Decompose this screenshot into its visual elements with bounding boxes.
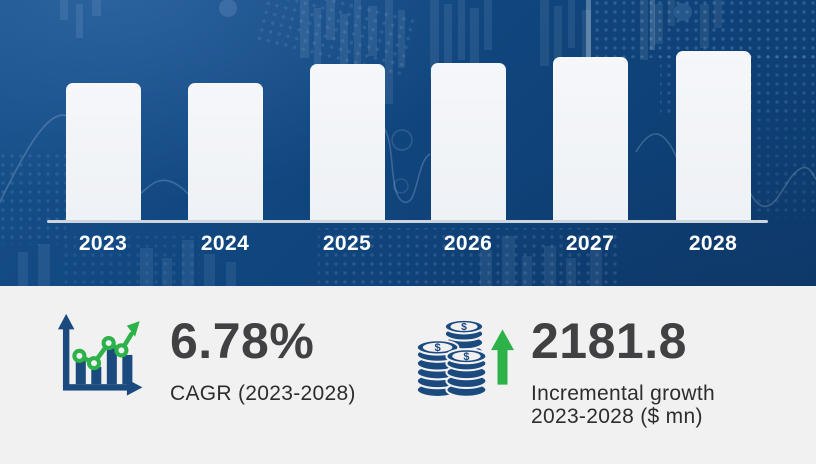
incremental-label: Incremental growth 2023-2028 ($ mn) bbox=[531, 382, 715, 428]
cagr-label: CAGR (2023-2028) bbox=[170, 382, 356, 405]
stats-section: 6.78% CAGR (2023-2028) bbox=[0, 286, 816, 464]
bar-2024 bbox=[187, 83, 263, 222]
cagr-value: 6.78% bbox=[170, 313, 315, 369]
bar-2023 bbox=[65, 83, 141, 222]
bar-chart: 2023 2024 2025 2026 2027 2028 bbox=[65, 51, 751, 255]
bar-label-2023: 2023 bbox=[78, 232, 128, 255]
svg-text:$: $ bbox=[463, 351, 469, 363]
bar-2026 bbox=[430, 63, 506, 222]
bar-label-2024: 2024 bbox=[200, 232, 250, 255]
svg-text:$: $ bbox=[434, 342, 441, 354]
bar-2028 bbox=[675, 51, 751, 222]
bar-label-2026: 2026 bbox=[443, 232, 493, 255]
coins-arrow-icon-group: $ $ bbox=[416, 311, 514, 403]
incremental-label-line2: 2023-2028 ($ mn) bbox=[531, 405, 703, 428]
incremental-value: 2181.8 bbox=[531, 313, 687, 369]
incremental-text-block: 2181.8 Incremental growth 2023-2028 ($ m… bbox=[531, 316, 715, 428]
bar-label-2025: 2025 bbox=[322, 232, 372, 255]
coins-icon: $ $ bbox=[416, 318, 488, 399]
growth-chart-icon bbox=[57, 313, 143, 396]
cagr-text-block: 6.78% CAGR (2023-2028) bbox=[170, 316, 356, 405]
incremental-label-line1: Incremental growth bbox=[531, 382, 715, 405]
background-decorations-texture bbox=[0, 0, 816, 286]
chart-section: 2023 2024 2025 2026 2027 2028 bbox=[0, 0, 816, 286]
chart-baseline bbox=[47, 220, 768, 223]
bar-label-2027: 2027 bbox=[565, 232, 615, 255]
bar-2025 bbox=[309, 64, 385, 222]
bar-2027 bbox=[552, 57, 628, 222]
bar-label-2028: 2028 bbox=[688, 232, 738, 255]
svg-text:$: $ bbox=[461, 322, 467, 333]
up-arrow-icon bbox=[491, 329, 514, 385]
